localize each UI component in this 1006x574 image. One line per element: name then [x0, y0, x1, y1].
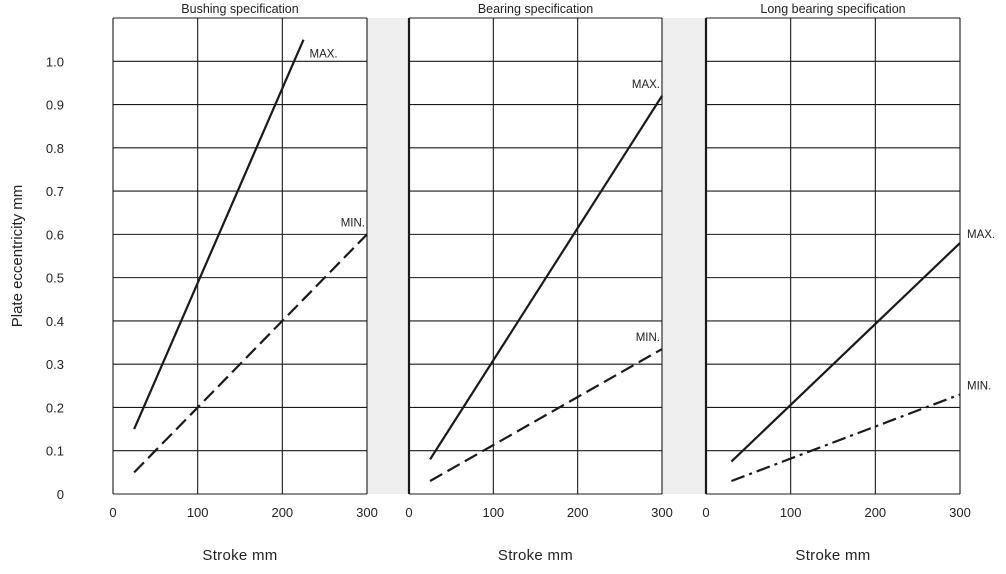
x-tick-label: 300: [651, 505, 673, 520]
series-line-max: [730, 242, 961, 463]
chart-panel-1: Bushing specification 0 100 200 300 Stroke mm…: [109, 2, 377, 564]
x-tick-label: 200: [864, 505, 886, 520]
x-tick-label: 100: [780, 505, 802, 520]
y-tick-label: 0.8: [46, 141, 64, 156]
panel-title: Long bearing specification: [760, 2, 905, 16]
panels-layer: Bushing specification 0 100 200 300 Stroke mm…: [109, 2, 995, 564]
chart-panel-2: Bearing specification 0 100 200 300 Stroke mm…: [405, 2, 672, 564]
series-label: MAX.: [967, 229, 995, 241]
panel-gap-1: [367, 18, 409, 494]
shared-axis-layer: 0 0.1 0.2 0.3 0.4 0.5 0.6 0.7 0.8 0.9 1.0 Plate ecc…: [9, 54, 64, 502]
panel-title: Bushing specification: [181, 2, 298, 16]
series-line-max: [133, 39, 305, 430]
x-tick-label: 0: [109, 505, 116, 520]
series-label: MIN.: [636, 332, 660, 344]
x-tick-label: 100: [187, 505, 209, 520]
x-tick-label: 300: [949, 505, 971, 520]
y-tick-label: 0: [57, 487, 64, 502]
x-tick-label: 200: [567, 505, 589, 520]
x-tick-label: 300: [356, 505, 378, 520]
x-axis-label: Stroke mm: [795, 547, 870, 564]
y-tick-label: 0.3: [46, 357, 64, 372]
series-line-min: [429, 348, 663, 482]
y-axis-label: Plate eccentricity mm: [9, 185, 26, 328]
series-line-max: [429, 95, 663, 460]
panel-gap-layer: [367, 18, 706, 494]
series-label: MIN.: [967, 380, 991, 392]
y-tick-label: 0.4: [46, 314, 64, 329]
y-tick-label: 0.6: [46, 227, 64, 242]
y-tick-label: 1.0: [46, 54, 64, 69]
x-axis-label: Stroke mm: [202, 547, 277, 564]
x-tick-label: 200: [271, 505, 293, 520]
series-label: MAX.: [632, 79, 660, 91]
series-line-min: [731, 393, 961, 483]
panel-gap-2: [662, 18, 706, 494]
series-line-min: [133, 233, 368, 474]
y-tick-label: 0.2: [46, 400, 64, 415]
y-tick-label: 0.9: [46, 98, 64, 113]
x-axis-label: Stroke mm: [498, 547, 573, 564]
panel-title: Bearing specification: [478, 2, 593, 16]
chart-panel-3: Long bearing specification 0 100 200 300 Stro…: [702, 2, 995, 564]
series-label: MAX.: [310, 49, 338, 61]
y-tick-label: 0.7: [46, 184, 64, 199]
y-tick-label: 0.5: [46, 271, 64, 286]
x-tick-label: 0: [702, 505, 709, 520]
series-label: MIN.: [341, 217, 365, 229]
x-tick-label: 100: [482, 505, 504, 520]
y-tick-label: 0.1: [46, 444, 64, 459]
x-tick-label: 0: [405, 505, 412, 520]
